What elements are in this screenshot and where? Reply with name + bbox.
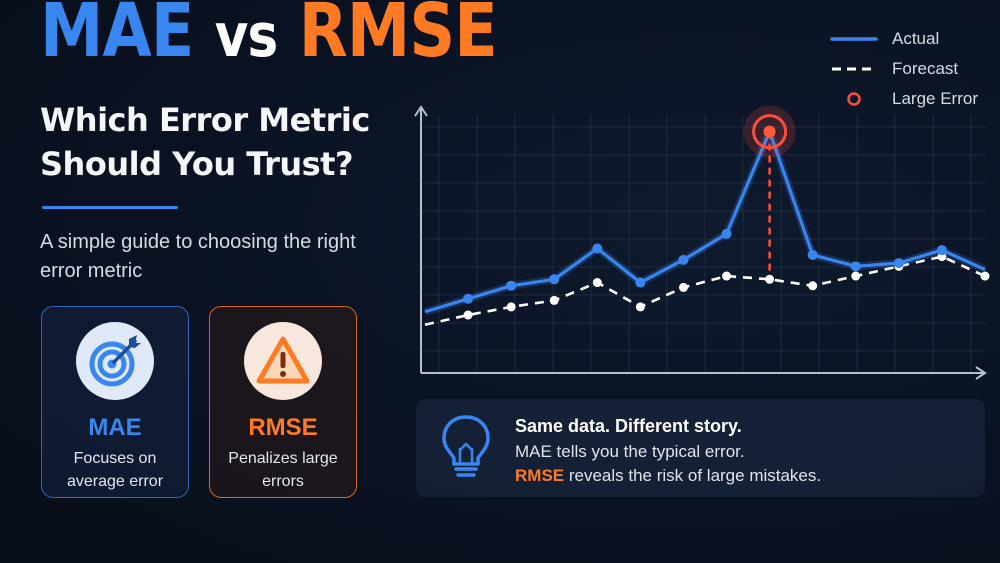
legend-item-forecast: Forecast xyxy=(830,54,978,84)
legend-label-large-error: Large Error xyxy=(892,89,978,108)
legend-item-large-error: Large Error xyxy=(830,84,978,114)
rmse-card: RMSE Penalizes large errors xyxy=(209,306,357,498)
forecast-point xyxy=(722,271,732,281)
large-error-ring xyxy=(752,114,788,150)
mae-card: MAE Focuses on average error xyxy=(41,306,189,498)
target-icon xyxy=(76,322,154,400)
forecast-point xyxy=(635,302,645,312)
forecast-point xyxy=(980,271,990,281)
forecast-point xyxy=(851,271,861,281)
legend-item-actual: Actual xyxy=(830,24,978,54)
legend-label-actual: Actual xyxy=(892,29,940,48)
actual-point xyxy=(506,280,517,291)
rmse-card-description: Penalizes large errors xyxy=(228,450,338,490)
insight-heading: Same data. Different story. xyxy=(515,416,742,436)
subtitle: Which Error Metric Should You Trust? xyxy=(40,101,370,183)
rmse-card-title: RMSE xyxy=(248,414,318,441)
insight-line-mae: MAE tells you the typical error. xyxy=(515,442,745,461)
legend-forecast-swatch xyxy=(832,67,876,71)
actual-point xyxy=(721,228,732,239)
x-axis-arrow xyxy=(975,366,987,380)
actual-point xyxy=(549,274,560,285)
forecast-point xyxy=(463,310,473,320)
mae-card-title: MAE xyxy=(88,414,142,441)
legend-label-forecast: Forecast xyxy=(892,59,959,78)
insight-line-rmse: RMSE reveals the risk of large mistakes. xyxy=(515,466,821,486)
actual-point xyxy=(678,254,689,265)
insight-panel: Same data. Different story. MAE tells yo… xyxy=(416,399,985,497)
forecast-point xyxy=(765,274,775,284)
insight-rmse-word: RMSE xyxy=(515,466,565,485)
lightbulb-icon xyxy=(442,415,490,477)
main-title: MAE vs RMSE xyxy=(40,0,498,71)
legend-actual-swatch xyxy=(830,37,878,41)
actual-point xyxy=(463,293,474,304)
line-chart xyxy=(414,105,990,380)
guide-text: A simple guide to choosing the right err… xyxy=(40,231,356,282)
forecast-point xyxy=(678,282,688,292)
actual-point xyxy=(850,261,861,272)
actual-point xyxy=(592,243,603,254)
chart-legend: Actual Forecast Large Error xyxy=(830,24,978,114)
actual-point xyxy=(635,277,646,288)
actual-point xyxy=(893,258,904,269)
title-rmse: RMSE xyxy=(298,0,498,74)
actual-series-line xyxy=(424,130,986,314)
title-underline xyxy=(42,206,178,209)
insight-rmse-rest: reveals the risk of large mistakes. xyxy=(564,466,822,485)
forecast-point xyxy=(506,302,516,312)
forecast-point xyxy=(549,295,559,305)
title-vs: vs xyxy=(214,1,278,71)
large-error-point xyxy=(763,125,776,138)
actual-point xyxy=(936,245,947,256)
title-mae: MAE xyxy=(40,0,194,74)
y-axis-arrow xyxy=(414,105,428,117)
legend-large-error-swatch xyxy=(847,92,861,106)
actual-point xyxy=(807,249,818,260)
forecast-point xyxy=(808,281,818,291)
mae-card-description: Focuses on average error xyxy=(66,450,164,490)
forecast-point xyxy=(592,278,602,288)
forecast-series-line xyxy=(424,255,986,327)
warning-icon xyxy=(244,322,322,400)
